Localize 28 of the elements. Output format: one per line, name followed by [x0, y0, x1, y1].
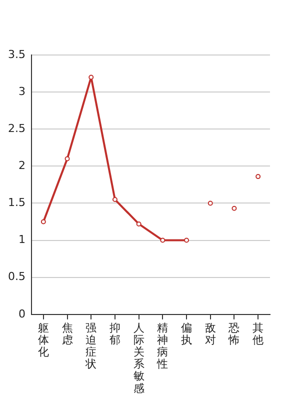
y-tick-label: 2.5: [8, 122, 26, 135]
x-tick-label: 人际关系敏感: [133, 321, 144, 395]
x-tick-label: 敌对: [204, 321, 216, 346]
point: [136, 221, 142, 226]
x-tick-label: 恐怖: [228, 321, 240, 346]
point: [64, 156, 70, 162]
y-tick-label: 0: [18, 307, 26, 320]
point: [88, 74, 94, 80]
x-tick-label: 其他: [252, 321, 264, 346]
y-tick-label: 1.5: [8, 196, 26, 210]
x-tick-label: 躯体化: [38, 321, 49, 359]
y-tick-label: 3.5: [8, 48, 26, 61]
point: [160, 238, 166, 243]
x-tick-label: 焦虑: [62, 321, 73, 346]
point: [232, 206, 237, 211]
x-tick-label: 偏执: [181, 321, 192, 346]
y-tick-label: 0.5: [8, 270, 26, 284]
x-tick-label: 精神病性: [156, 321, 168, 371]
point: [184, 238, 190, 243]
point: [256, 174, 261, 180]
point: [208, 200, 213, 206]
x-tick-label: 抑郁: [109, 321, 120, 346]
y-tick-label: 3: [18, 84, 26, 98]
x-tick-label: 强迫症状: [84, 321, 97, 371]
point: [40, 219, 46, 224]
point: [112, 197, 118, 202]
y-tick-label: 2: [18, 159, 26, 172]
y-tick-label: 1: [18, 233, 26, 246]
